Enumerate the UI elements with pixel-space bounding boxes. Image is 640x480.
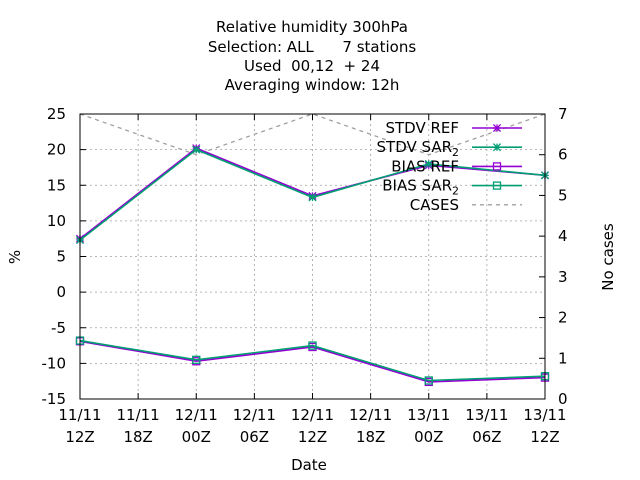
title-line-4: Averaging window: 12h [225, 76, 400, 94]
legend-label: STDV REF [385, 119, 459, 137]
y-tick-label: 10 [47, 212, 66, 230]
x-tick-label-date: 12/11 [291, 406, 334, 424]
y2-tick-label: 0 [558, 390, 568, 408]
series-line [79, 340, 546, 383]
y-axis-ticks: -15 -10 -5 0 5 10 15 20 25 [42, 105, 86, 408]
x-tick-label-date: 12/11 [233, 406, 276, 424]
x-tick-label-hour: 12Z [530, 428, 559, 446]
legend-label-text: CASES [410, 196, 459, 214]
x-tick-label-hour: 12Z [65, 428, 94, 446]
y2-tick-label: 6 [558, 146, 568, 164]
legend-label: BIAS REF [391, 157, 459, 175]
legend-marker [492, 123, 502, 133]
y2-tick-label: 7 [558, 105, 568, 123]
x-tick-label-date: 11/11 [58, 406, 101, 424]
legend-label: BIAS SAR2 [382, 177, 459, 198]
data-point [424, 376, 433, 385]
data-point [308, 341, 317, 350]
y2-tick-label: 1 [558, 349, 568, 367]
chart-title: Relative humidity 300hPa Selection: ALL … [208, 18, 416, 94]
y2-tick-label: 3 [558, 268, 568, 286]
legend-label-text: STDV REF [385, 119, 459, 137]
x-tick-label-hour: 00Z [182, 428, 211, 446]
x-tick-label-date: 13/11 [523, 406, 566, 424]
x-tick-label-hour: 00Z [414, 428, 443, 446]
legend-item: CASES [410, 196, 522, 214]
y2-axis-ticks: 0 1 2 3 4 5 6 7 [539, 105, 568, 408]
title-line-2: Selection: ALL 7 stations [208, 38, 416, 56]
legend-label-text: BIAS REF [391, 157, 459, 175]
series-cases [79, 113, 546, 156]
x-tick-label-hour: 06Z [472, 428, 501, 446]
y-tick-label: -10 [42, 354, 67, 372]
y-tick-label: 15 [47, 176, 66, 194]
x-tick-label-date: 12/11 [175, 406, 218, 424]
title-line-3: Used 00,12 + 24 [244, 57, 380, 75]
x-tick-label-hour: 06Z [240, 428, 269, 446]
x-tick-label-hour: 12Z [298, 428, 327, 446]
legend-marker [492, 181, 502, 190]
y-tick-label: -15 [42, 390, 67, 408]
y-axis-label: % [6, 250, 24, 264]
legend-label: STDV SAR2 [377, 138, 459, 159]
legend-label: CASES [410, 196, 459, 214]
legend-label-subscript: 2 [452, 185, 459, 198]
data-point [192, 355, 201, 364]
legend-label-text: STDV SAR [377, 138, 452, 156]
x-tick-label-date: 11/11 [117, 406, 160, 424]
x-tick-label-date: 13/11 [407, 406, 450, 424]
series-line [79, 113, 546, 156]
series-line [79, 339, 546, 382]
legend-label-text: BIAS SAR [382, 177, 452, 195]
y-tick-label: 25 [47, 105, 66, 123]
data-point [308, 193, 317, 202]
y2-tick-label: 4 [558, 227, 568, 245]
y-tick-label: 0 [56, 283, 66, 301]
grid [80, 114, 545, 399]
x-tick-label-hour: 18Z [356, 428, 385, 446]
y2-tick-label: 2 [558, 309, 568, 327]
x-axis-label: Date [291, 456, 327, 474]
data-point [424, 159, 433, 168]
legend-item: BIAS SAR2 [382, 177, 522, 198]
y-tick-label: 5 [56, 248, 66, 266]
x-tick-label-hour: 18Z [123, 428, 152, 446]
x-tick-label-date: 13/11 [465, 406, 508, 424]
data-point [192, 145, 201, 154]
y2-axis-label: No cases [599, 223, 617, 291]
x-axis-ticks: 11/11 12Z 11/11 18Z 12/11 00Z 12/11 06Z 12/11 12Z… [58, 114, 567, 446]
title-line-1: Relative humidity 300hPa [216, 18, 408, 36]
legend-item: STDV SAR2 [377, 138, 522, 159]
y-tick-label: -5 [51, 319, 66, 337]
y-tick-label: 20 [47, 141, 66, 159]
y2-tick-label: 5 [558, 186, 568, 204]
legend-label-subscript: 2 [452, 146, 459, 159]
x-tick-label-date: 12/11 [349, 406, 392, 424]
legend-item: STDV REF [385, 119, 522, 137]
legend-marker [492, 143, 502, 152]
legend-item: BIAS REF [391, 157, 522, 175]
legend-marker [492, 162, 502, 171]
